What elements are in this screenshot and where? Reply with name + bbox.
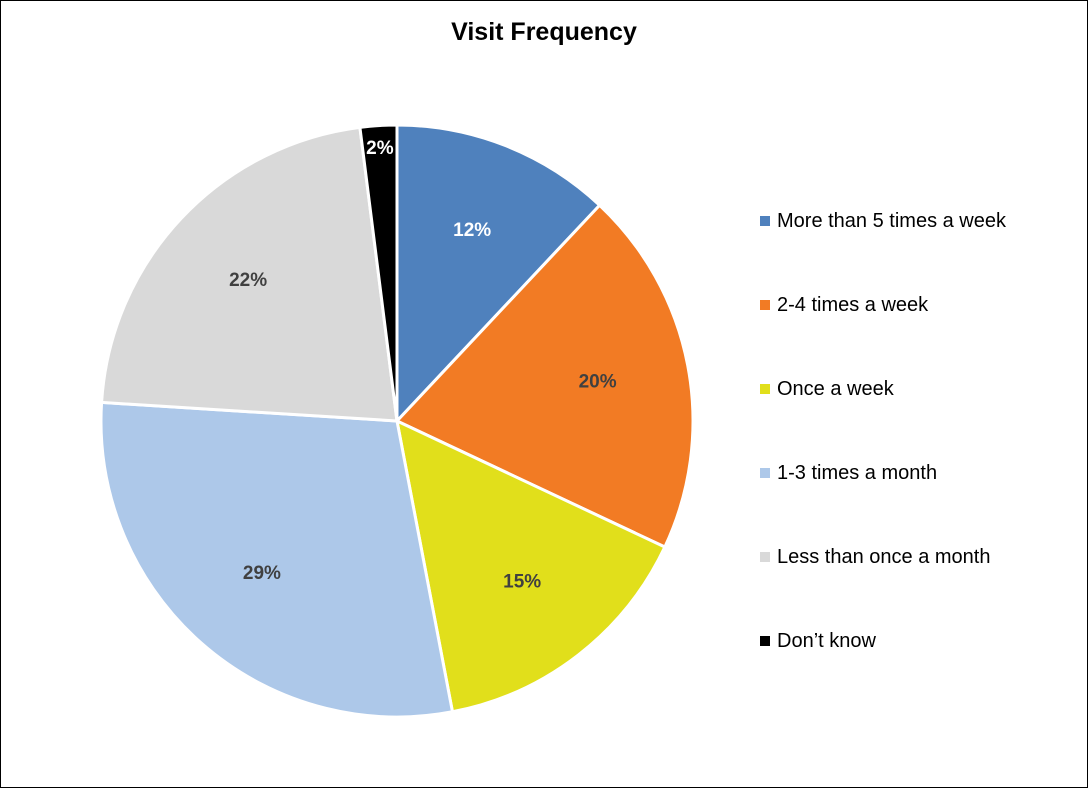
pie-slice-4 xyxy=(100,125,399,423)
data-label-1: 20% xyxy=(579,372,617,393)
pie-slice-5 xyxy=(358,123,399,423)
legend-item-more-than-5-times-a-week: More than 5 times a week xyxy=(760,206,1080,236)
legend-label: Less than once a month xyxy=(777,545,991,568)
data-label-3: 29% xyxy=(243,563,281,584)
data-label-0: 12% xyxy=(453,220,491,241)
legend-label: Once a week xyxy=(777,377,894,400)
legend-item-dont-know: Don’t know xyxy=(760,626,1080,656)
legend-item-once-a-week: Once a week xyxy=(760,374,1080,404)
legend-label: Don’t know xyxy=(777,629,876,652)
legend-item-2-4-times-a-week: 2-4 times a week xyxy=(760,290,1080,320)
legend-label: 1-3 times a month xyxy=(777,461,938,484)
legend-swatch xyxy=(760,384,770,394)
pie-slice-0 xyxy=(395,123,602,423)
pie-slice-2 xyxy=(395,419,667,714)
pie-slice-3 xyxy=(99,400,454,719)
legend-swatch xyxy=(760,300,770,310)
pie-slice-1 xyxy=(395,203,695,549)
legend-swatch xyxy=(760,552,770,562)
legend-item-less-than-once-a-month: Less than once a month xyxy=(760,542,1080,572)
data-label-2: 15% xyxy=(503,571,541,592)
data-label-4: 22% xyxy=(229,270,267,291)
chart-title: Visit Frequency xyxy=(451,18,637,46)
legend-swatch xyxy=(760,468,770,478)
legend-swatch xyxy=(760,216,770,226)
data-label-5: 2% xyxy=(366,138,394,159)
legend-label: 2-4 times a week xyxy=(777,293,929,316)
legend-swatch xyxy=(760,636,770,646)
legend-item-1-3-times-a-month: 1-3 times a month xyxy=(760,458,1080,488)
legend-label: More than 5 times a week xyxy=(777,209,1006,232)
